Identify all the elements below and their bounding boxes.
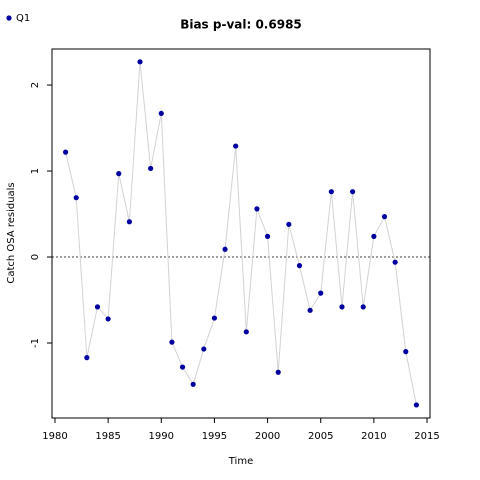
data-point bbox=[148, 165, 154, 172]
x-axis-label: Time bbox=[228, 456, 253, 467]
x-tick-label: 2005 bbox=[308, 431, 333, 442]
data-point bbox=[116, 171, 122, 177]
legend-marker bbox=[6, 15, 12, 21]
data-point bbox=[243, 329, 249, 335]
x-tick-label: 2015 bbox=[414, 431, 439, 442]
x-tick-label: 2010 bbox=[361, 431, 386, 442]
legend-label: Q1 bbox=[16, 13, 30, 24]
data-point bbox=[296, 263, 303, 269]
y-tick-label: 0 bbox=[30, 254, 41, 260]
data-point bbox=[413, 402, 419, 408]
plot-frame bbox=[51, 48, 431, 419]
data-point bbox=[126, 219, 132, 225]
data-point bbox=[84, 355, 90, 361]
x-tick-label: 1990 bbox=[149, 431, 174, 442]
data-point bbox=[392, 259, 398, 265]
data-point bbox=[286, 221, 292, 227]
data-point bbox=[307, 307, 313, 313]
data-point bbox=[63, 149, 69, 155]
data-point bbox=[94, 304, 101, 310]
data-point bbox=[328, 189, 334, 195]
data-point bbox=[275, 369, 281, 375]
data-point bbox=[179, 364, 186, 370]
data-point bbox=[190, 381, 196, 387]
data-point bbox=[254, 206, 260, 212]
x-tick-label: 1985 bbox=[95, 431, 120, 442]
data-point bbox=[211, 315, 218, 321]
data-point bbox=[222, 246, 228, 252]
data-point bbox=[264, 233, 271, 239]
chart-title: Bias p-val: 0.6985 bbox=[180, 18, 302, 32]
data-point bbox=[169, 339, 175, 345]
data-point bbox=[371, 233, 377, 239]
data-point bbox=[339, 304, 345, 310]
data-point bbox=[381, 214, 388, 220]
y-tick-label: 1 bbox=[30, 168, 41, 174]
y-tick-label: 2 bbox=[30, 82, 41, 88]
x-tick-label: 1995 bbox=[202, 431, 227, 442]
data-point bbox=[318, 290, 324, 296]
data-point bbox=[360, 304, 366, 310]
y-axis-label: Catch OSA residuals bbox=[6, 182, 17, 283]
data-point bbox=[233, 143, 239, 149]
data-point bbox=[403, 349, 409, 355]
data-point bbox=[350, 189, 356, 195]
data-point bbox=[105, 316, 111, 322]
x-tick-label: 2000 bbox=[255, 431, 280, 442]
y-tick-label: -1 bbox=[30, 338, 41, 348]
x-tick-label: 1980 bbox=[42, 431, 67, 442]
data-point bbox=[158, 110, 164, 117]
data-point bbox=[201, 346, 207, 352]
series-line bbox=[65, 61, 417, 406]
data-point bbox=[73, 195, 79, 201]
data-point bbox=[137, 59, 143, 65]
